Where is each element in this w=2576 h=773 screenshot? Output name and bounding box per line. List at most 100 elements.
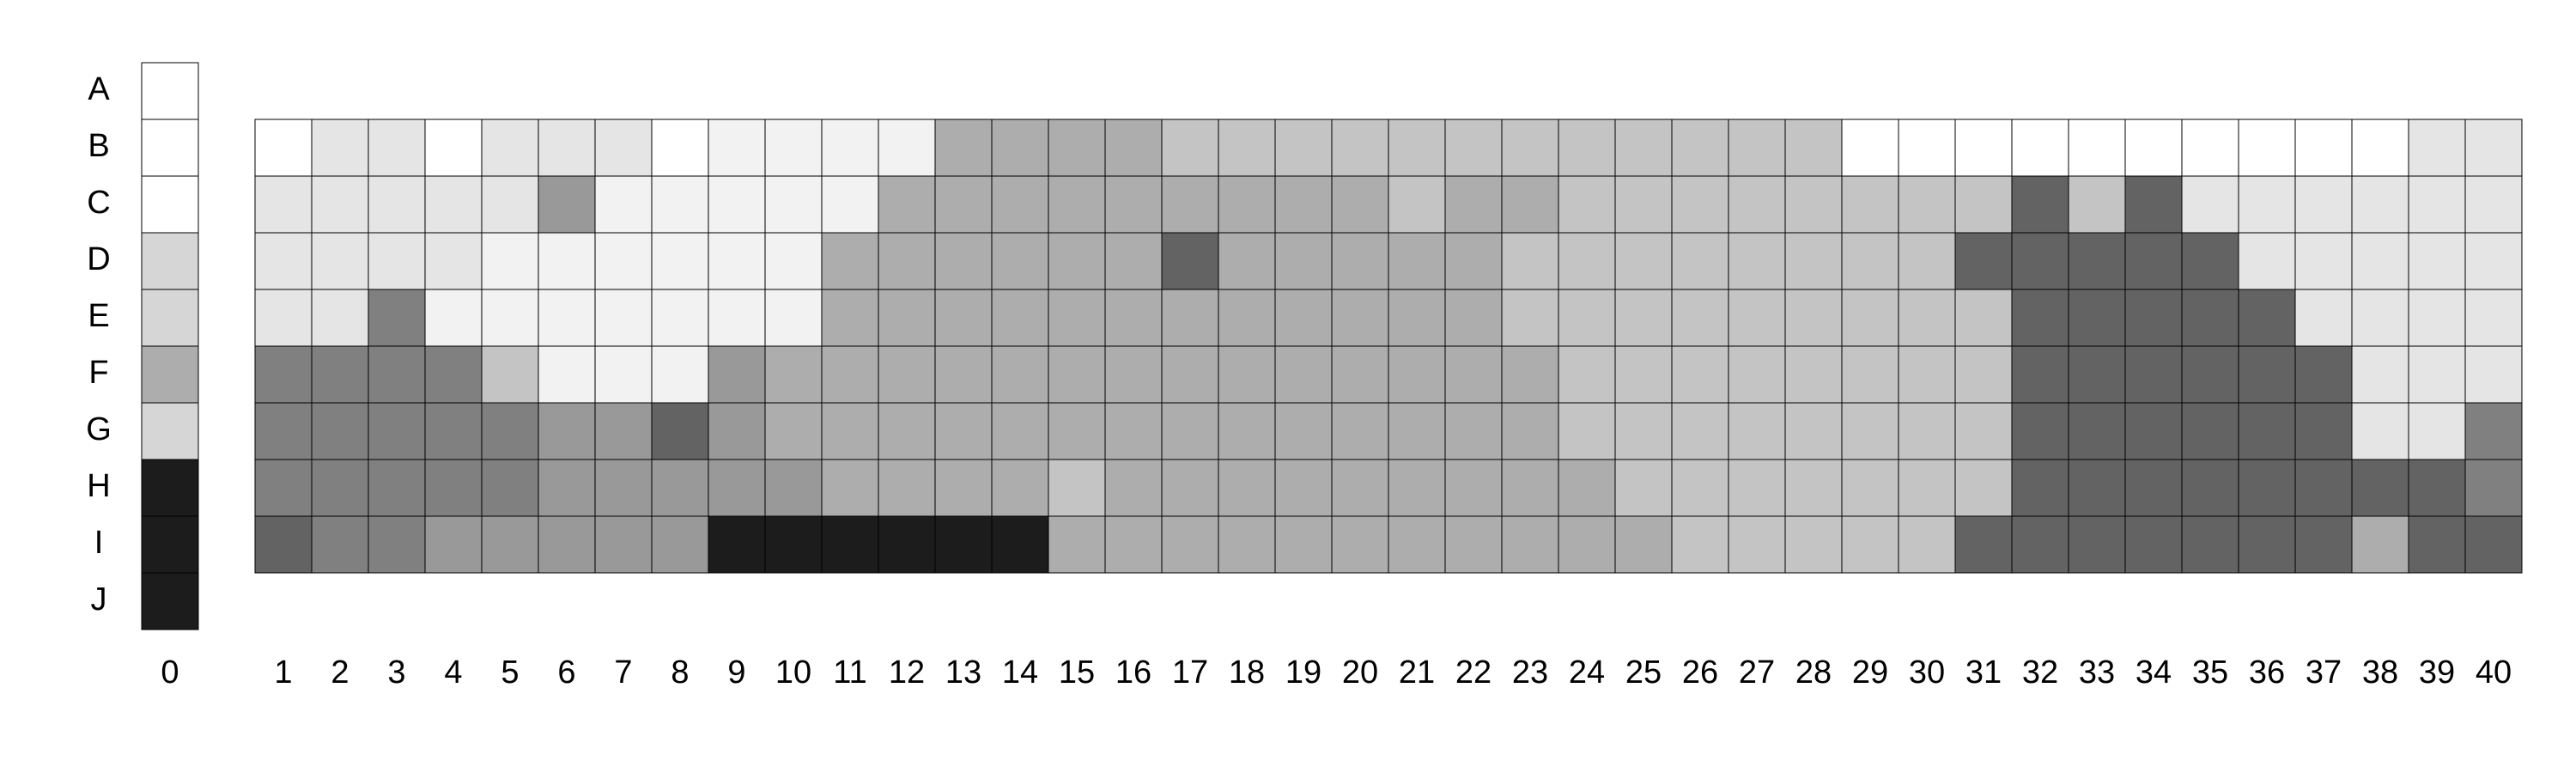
cell	[594, 175, 653, 234]
cell	[2294, 515, 2353, 574]
column-label: 19	[1285, 654, 1321, 691]
cell	[821, 459, 879, 517]
column-label: 20	[1342, 654, 1378, 691]
row-label: C	[87, 185, 110, 221]
cell	[1954, 515, 2013, 574]
cell	[1444, 232, 1503, 290]
cell	[1048, 232, 1106, 290]
cell	[708, 459, 766, 517]
cell	[1444, 402, 1503, 460]
cell	[2011, 175, 2069, 234]
cell	[2011, 232, 2069, 290]
cell	[141, 572, 199, 630]
cell	[2294, 345, 2353, 404]
cell	[2464, 345, 2523, 404]
column-label: 3	[387, 654, 405, 691]
cell	[1841, 459, 1899, 517]
cell	[1728, 232, 1786, 290]
row-label: I	[94, 525, 104, 561]
cell	[2124, 289, 2183, 347]
cell	[1614, 459, 1673, 517]
cell	[2011, 402, 2069, 460]
cell	[2068, 232, 2126, 290]
cell	[1898, 232, 1956, 290]
cell	[1898, 175, 1956, 234]
cell	[1501, 515, 1559, 574]
cell	[878, 175, 936, 234]
cell	[651, 119, 709, 177]
cell	[368, 119, 426, 177]
cell	[1104, 175, 1163, 234]
cell	[481, 459, 539, 517]
cell	[254, 232, 313, 290]
cell	[708, 119, 766, 177]
cell	[1728, 402, 1786, 460]
cell	[311, 175, 369, 234]
cell	[764, 232, 823, 290]
column-label: 0	[161, 654, 179, 691]
cell	[1331, 119, 1389, 177]
cell	[2351, 515, 2409, 574]
cell	[2068, 515, 2126, 574]
cell	[2124, 119, 2183, 177]
cell	[424, 345, 483, 404]
cell	[2408, 232, 2466, 290]
cell	[538, 459, 596, 517]
cell	[1558, 345, 1616, 404]
cell	[1784, 345, 1843, 404]
cell	[1388, 232, 1446, 290]
cell	[1388, 119, 1446, 177]
row-label: H	[87, 468, 110, 504]
cell	[651, 459, 709, 517]
cell	[1728, 175, 1786, 234]
cell	[1841, 402, 1899, 460]
cell	[2464, 402, 2523, 460]
cell	[141, 175, 199, 234]
cell	[2124, 345, 2183, 404]
column-label: 16	[1115, 654, 1151, 691]
cell	[311, 515, 369, 574]
cell	[2464, 232, 2523, 290]
cell	[1614, 345, 1673, 404]
cell	[1614, 515, 1673, 574]
column-label: 27	[1739, 654, 1775, 691]
cell	[764, 402, 823, 460]
cell	[1728, 119, 1786, 177]
cell	[1331, 175, 1389, 234]
cell	[1104, 289, 1163, 347]
cell	[764, 119, 823, 177]
cell	[991, 175, 1049, 234]
cell	[2351, 175, 2409, 234]
column-label: 25	[1625, 654, 1662, 691]
cell	[1161, 459, 1219, 517]
cell	[1841, 175, 1899, 234]
cell	[2464, 175, 2523, 234]
cell	[1444, 459, 1503, 517]
cell	[1048, 289, 1106, 347]
column-label: 34	[2136, 654, 2172, 691]
cell	[2351, 289, 2409, 347]
cell	[1104, 119, 1163, 177]
cell	[254, 402, 313, 460]
cell	[2464, 119, 2523, 177]
cell	[2124, 459, 2183, 517]
cell	[1104, 515, 1163, 574]
cell	[651, 289, 709, 347]
cell	[2294, 289, 2353, 347]
cell	[481, 402, 539, 460]
cell	[594, 345, 653, 404]
cell	[2408, 175, 2466, 234]
cell	[1218, 459, 1276, 517]
column-label: 21	[1399, 654, 1435, 691]
cell	[1388, 175, 1446, 234]
cell	[2124, 175, 2183, 234]
column-label: 5	[501, 654, 519, 691]
cell	[1331, 402, 1389, 460]
cell	[1671, 289, 1729, 347]
cell	[141, 289, 199, 347]
cell	[1501, 119, 1559, 177]
cell	[1388, 402, 1446, 460]
column-label: 37	[2306, 654, 2342, 691]
cell	[1784, 289, 1843, 347]
cell	[991, 119, 1049, 177]
